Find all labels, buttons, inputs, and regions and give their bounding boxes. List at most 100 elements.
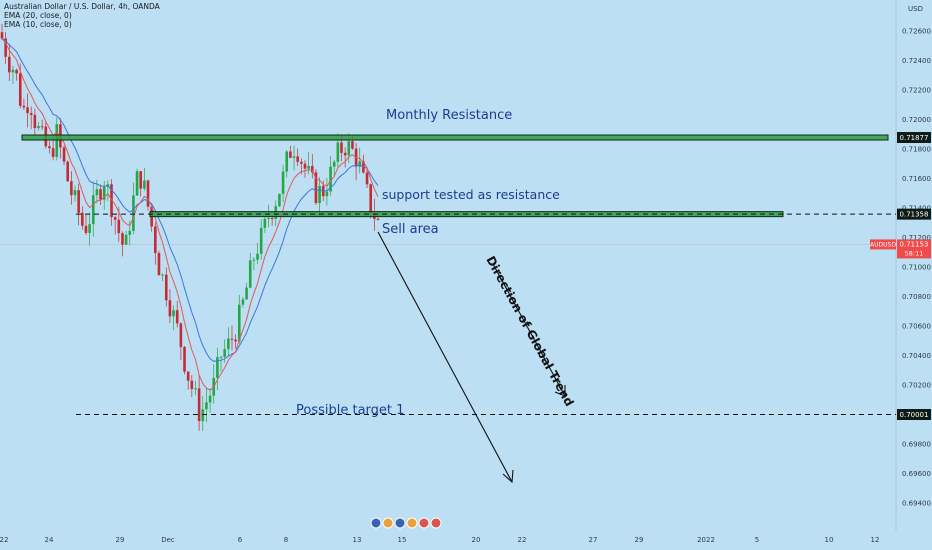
candle-body	[128, 230, 132, 235]
time-tick-label: 8	[284, 536, 288, 544]
price-tick-label: 0.70600	[902, 323, 931, 331]
price-tick-label: 0.70200	[902, 382, 931, 390]
candle-body	[340, 142, 343, 153]
candle-body	[26, 107, 29, 114]
candle-body	[81, 212, 84, 226]
candle-body	[281, 171, 285, 194]
monthly-resistance-label: Monthly Resistance	[386, 108, 512, 123]
candle-body	[248, 260, 252, 288]
target-label: Possible target 1	[296, 403, 404, 418]
candle-body	[15, 69, 18, 74]
candle-body	[285, 151, 289, 172]
candle-body	[4, 38, 7, 57]
candle-body	[332, 161, 336, 167]
economic-events-icons[interactable]	[370, 517, 442, 529]
candle-body	[205, 402, 208, 410]
ema20-legend: EMA (20, close, 0)	[4, 11, 72, 20]
candle-body	[99, 189, 102, 200]
candle-body	[256, 253, 259, 260]
time-tick-label: 22	[0, 536, 8, 544]
event-flag-icon	[406, 517, 418, 529]
price-tick-label: 0.72600	[902, 27, 931, 35]
candle-body	[164, 274, 168, 301]
candle-body	[168, 300, 172, 317]
support-price-tag: 0.71358	[897, 208, 931, 220]
candle-body	[329, 166, 332, 192]
candle-body	[66, 161, 70, 182]
candle-body	[77, 190, 80, 213]
svg-text:0.71153: 0.71153	[900, 240, 929, 248]
trend-arrow	[492, 263, 566, 397]
candle-body	[303, 163, 307, 169]
price-tick-label: 0.69800	[902, 441, 931, 449]
price-tick-label: 0.69400	[902, 500, 931, 508]
price-tick-label: 0.69600	[902, 470, 931, 478]
support-resistance-label: support tested as resistance	[382, 187, 560, 202]
candle-body	[73, 190, 77, 196]
candle-body	[245, 287, 248, 300]
candle-body	[190, 380, 194, 389]
candle-body	[234, 339, 237, 342]
ema10-legend: EMA (10, close, 0)	[4, 20, 72, 29]
price-tick-label: 0.72000	[902, 116, 931, 124]
time-tick-label: 12	[871, 536, 880, 544]
time-tick-label: 10	[825, 536, 834, 544]
candle-body	[132, 195, 135, 231]
time-tick-label: Dec	[161, 536, 175, 544]
candle-body	[343, 152, 347, 156]
candle-body	[365, 172, 369, 185]
candle-body	[157, 253, 161, 276]
resistance-price-tag: 0.71877	[897, 132, 931, 144]
sell-area-label: Sell area	[382, 222, 439, 237]
candle-body	[237, 304, 241, 342]
candle-body	[113, 217, 117, 220]
currency-label: USD	[908, 5, 923, 13]
candle-body	[259, 227, 263, 254]
price-tick-label: 0.71200	[902, 234, 931, 242]
candle-body	[0, 32, 4, 39]
candle-body	[318, 185, 321, 204]
candle-body	[369, 184, 372, 214]
time-tick-label: 22	[518, 536, 527, 544]
time-tick-label: 2022	[697, 536, 715, 544]
candle-body	[310, 165, 314, 173]
ema20-line	[1, 37, 379, 362]
event-flag-icon	[370, 517, 382, 529]
candle-body	[362, 161, 365, 173]
price-tick-label: 0.71800	[902, 145, 931, 153]
svg-text:58:11: 58:11	[905, 249, 924, 257]
candle-body	[22, 105, 26, 108]
time-tick-label: 6	[238, 536, 243, 544]
candle-body	[121, 233, 124, 245]
candle-body	[223, 349, 226, 357]
time-tick-label: 5	[755, 536, 759, 544]
sell-projection-arrow	[377, 231, 513, 483]
time-tick-label: 29	[635, 536, 644, 544]
candle-body	[314, 172, 318, 204]
candle-body	[51, 148, 55, 157]
price-tick-label: 0.71000	[902, 264, 931, 272]
candle-body	[216, 357, 219, 378]
price-axis-ticks: 0.72600 0.72400 0.72200 0.72000 0.71800 0.716…	[902, 27, 931, 507]
candle-body	[175, 310, 179, 324]
ema10-line	[1, 38, 379, 391]
candle-body	[278, 193, 281, 207]
candle-body	[208, 395, 212, 403]
candle-body	[95, 189, 99, 196]
candle-body	[91, 195, 95, 225]
candle-body	[201, 409, 205, 422]
candle-body	[296, 156, 299, 162]
event-flag-icon	[430, 517, 442, 529]
candle-body	[40, 126, 44, 128]
candle-body	[227, 338, 230, 350]
candle-body	[139, 171, 143, 189]
monthly-resistance-zone	[21, 134, 889, 141]
candle-body	[252, 259, 256, 261]
candle-body	[124, 234, 128, 245]
event-flag-icon	[394, 517, 406, 529]
candle-body	[135, 171, 139, 196]
candle-body	[110, 184, 113, 218]
candle-body	[33, 114, 37, 129]
